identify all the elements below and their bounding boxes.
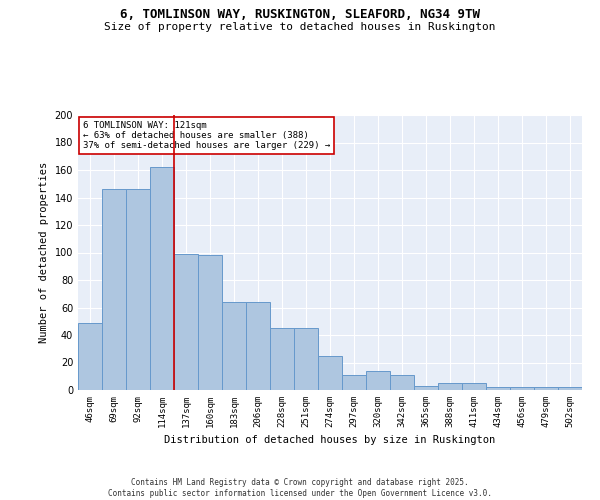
Text: Contains HM Land Registry data © Crown copyright and database right 2025.
Contai: Contains HM Land Registry data © Crown c… bbox=[108, 478, 492, 498]
Bar bbox=[126, 189, 150, 390]
Bar bbox=[342, 375, 366, 390]
Bar bbox=[270, 328, 294, 390]
Bar bbox=[318, 356, 342, 390]
Bar bbox=[102, 189, 126, 390]
Bar bbox=[462, 383, 486, 390]
Bar bbox=[510, 387, 534, 390]
Bar bbox=[78, 322, 102, 390]
Y-axis label: Number of detached properties: Number of detached properties bbox=[39, 162, 49, 343]
Bar bbox=[390, 375, 414, 390]
Bar bbox=[246, 302, 270, 390]
Bar bbox=[438, 383, 462, 390]
Text: Size of property relative to detached houses in Ruskington: Size of property relative to detached ho… bbox=[104, 22, 496, 32]
X-axis label: Distribution of detached houses by size in Ruskington: Distribution of detached houses by size … bbox=[164, 436, 496, 446]
Bar bbox=[174, 254, 198, 390]
Bar bbox=[222, 302, 246, 390]
Bar bbox=[534, 387, 558, 390]
Bar bbox=[414, 386, 438, 390]
Bar bbox=[150, 167, 174, 390]
Bar bbox=[366, 371, 390, 390]
Text: 6, TOMLINSON WAY, RUSKINGTON, SLEAFORD, NG34 9TW: 6, TOMLINSON WAY, RUSKINGTON, SLEAFORD, … bbox=[120, 8, 480, 20]
Bar bbox=[486, 387, 510, 390]
Text: 6 TOMLINSON WAY: 121sqm
← 63% of detached houses are smaller (388)
37% of semi-d: 6 TOMLINSON WAY: 121sqm ← 63% of detache… bbox=[83, 120, 330, 150]
Bar bbox=[294, 328, 318, 390]
Bar bbox=[198, 255, 222, 390]
Bar bbox=[558, 387, 582, 390]
